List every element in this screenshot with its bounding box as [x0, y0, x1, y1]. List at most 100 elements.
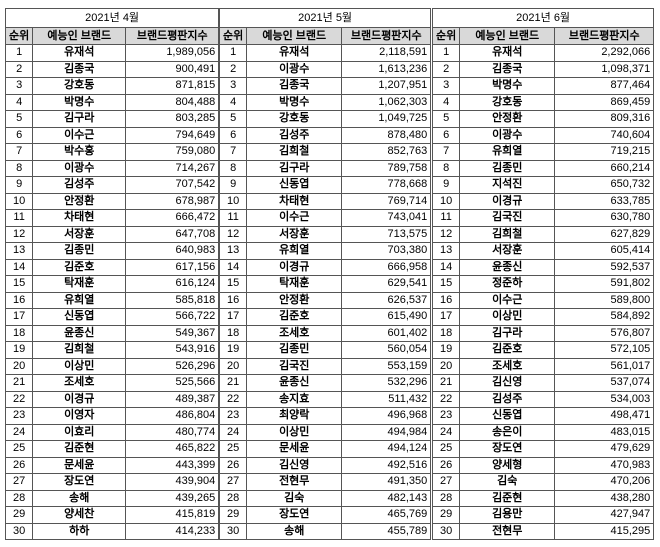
- index-cell: 483,015: [554, 423, 655, 441]
- name-cell: 김준호: [32, 258, 127, 276]
- index-cell: 703,380: [341, 242, 432, 260]
- title-row: 2021년 5월: [218, 8, 432, 28]
- rank-cell: 22: [431, 390, 461, 408]
- name-cell: 유재석: [459, 44, 556, 62]
- data-row: 21 윤종신 532,296: [218, 374, 432, 392]
- name-cell: 장도연: [459, 440, 556, 458]
- index-cell: 589,800: [554, 291, 655, 309]
- rank-cell: 10: [431, 192, 461, 210]
- index-cell: 1,989,056: [125, 44, 220, 62]
- data-row: 22 이경규 489,387: [4, 390, 220, 408]
- index-cell: 759,080: [125, 143, 220, 161]
- rank-cell: 24: [4, 423, 34, 441]
- rank-cell: 21: [4, 374, 34, 392]
- data-row: 30 송해 455,789: [218, 522, 432, 540]
- data-row: 25 장도연 479,629: [431, 440, 655, 458]
- name-cell: 김구라: [246, 159, 343, 177]
- index-cell: 455,789: [341, 522, 432, 540]
- index-cell: 615,490: [341, 308, 432, 326]
- rank-cell: 27: [431, 473, 461, 491]
- index-cell: 549,367: [125, 324, 220, 342]
- index-cell: 1,613,236: [341, 60, 432, 78]
- data-row: 23 최양락 496,968: [218, 407, 432, 425]
- index-cell: 465,769: [341, 506, 432, 524]
- data-row: 8 김구라 789,758: [218, 159, 432, 177]
- index-cell: 877,464: [554, 77, 655, 95]
- index-cell: 1,049,725: [341, 110, 432, 128]
- name-cell: 서장훈: [32, 225, 127, 243]
- name-cell: 이효리: [32, 423, 127, 441]
- data-row: 6 이광수 740,604: [431, 126, 655, 144]
- data-row: 4 박명수 1,062,303: [218, 93, 432, 111]
- name-cell: 김성주: [32, 176, 127, 194]
- rank-cell: 14: [431, 258, 461, 276]
- data-row: 26 양세형 470,983: [431, 456, 655, 474]
- name-cell: 신동엽: [32, 308, 127, 326]
- index-cell: 492,516: [341, 456, 432, 474]
- data-row: 19 김종민 560,054: [218, 341, 432, 359]
- data-row: 13 유희열 703,380: [218, 242, 432, 260]
- rank-cell: 25: [218, 440, 248, 458]
- data-row: 8 김종민 660,214: [431, 159, 655, 177]
- rank-cell: 8: [431, 159, 461, 177]
- data-row: 5 안정환 809,316: [431, 110, 655, 128]
- name-cell: 박수홍: [32, 143, 127, 161]
- rank-cell: 30: [218, 522, 248, 540]
- name-cell: 김종국: [32, 60, 127, 78]
- data-row: 7 박수홍 759,080: [4, 143, 220, 161]
- index-cell: 470,983: [554, 456, 655, 474]
- header-row: 순위 예능인 브랜드 브랜드평판지수: [431, 27, 655, 45]
- rank-cell: 7: [4, 143, 34, 161]
- name-cell: 차태현: [246, 192, 343, 210]
- data-row: 22 김성주 534,003: [431, 390, 655, 408]
- name-cell: 김종민: [459, 159, 556, 177]
- data-row: 17 이상민 584,892: [431, 308, 655, 326]
- rank-cell: 19: [4, 341, 34, 359]
- rank-cell: 3: [4, 77, 34, 95]
- name-cell: 유희열: [32, 291, 127, 309]
- index-cell: 794,649: [125, 126, 220, 144]
- name-cell: 조세호: [32, 374, 127, 392]
- name-cell: 이수근: [246, 209, 343, 227]
- rank-cell: 27: [4, 473, 34, 491]
- rank-cell: 6: [431, 126, 461, 144]
- index-cell: 1,062,303: [341, 93, 432, 111]
- rank-cell: 7: [431, 143, 461, 161]
- index-cell: 660,214: [554, 159, 655, 177]
- data-row: 17 신동엽 566,722: [4, 308, 220, 326]
- data-row: 16 유희열 585,818: [4, 291, 220, 309]
- table-title: 2021년 5월: [218, 8, 432, 28]
- table-title: 2021년 6월: [431, 8, 655, 28]
- name-cell: 김준현: [32, 440, 127, 458]
- rank-cell: 20: [218, 357, 248, 375]
- data-row: 20 김국진 553,159: [218, 357, 432, 375]
- column-header: 브랜드평판지수: [554, 27, 655, 45]
- data-row: 4 박명수 804,488: [4, 93, 220, 111]
- rank-cell: 22: [218, 390, 248, 408]
- index-cell: 626,537: [341, 291, 432, 309]
- index-cell: 511,432: [341, 390, 432, 408]
- rank-cell: 16: [218, 291, 248, 309]
- rank-cell: 22: [4, 390, 34, 408]
- index-cell: 560,054: [341, 341, 432, 359]
- name-cell: 유희열: [246, 242, 343, 260]
- data-row: 26 김신영 492,516: [218, 456, 432, 474]
- index-cell: 2,118,591: [341, 44, 432, 62]
- index-cell: 852,763: [341, 143, 432, 161]
- column-header: 순위: [431, 27, 461, 45]
- name-cell: 전현무: [246, 473, 343, 491]
- index-cell: 1,098,371: [554, 60, 655, 78]
- rank-cell: 25: [4, 440, 34, 458]
- index-cell: 482,143: [341, 489, 432, 507]
- index-cell: 769,714: [341, 192, 432, 210]
- name-cell: 이상민: [32, 357, 127, 375]
- column-header: 순위: [218, 27, 248, 45]
- rank-cell: 18: [4, 324, 34, 342]
- header-row: 순위 예능인 브랜드 브랜드평판지수: [218, 27, 432, 45]
- data-row: 2 김종국 900,491: [4, 60, 220, 78]
- name-cell: 김국진: [459, 209, 556, 227]
- name-cell: 최양락: [246, 407, 343, 425]
- rank-cell: 5: [431, 110, 461, 128]
- data-row: 27 장도연 439,904: [4, 473, 220, 491]
- rank-cell: 4: [218, 93, 248, 111]
